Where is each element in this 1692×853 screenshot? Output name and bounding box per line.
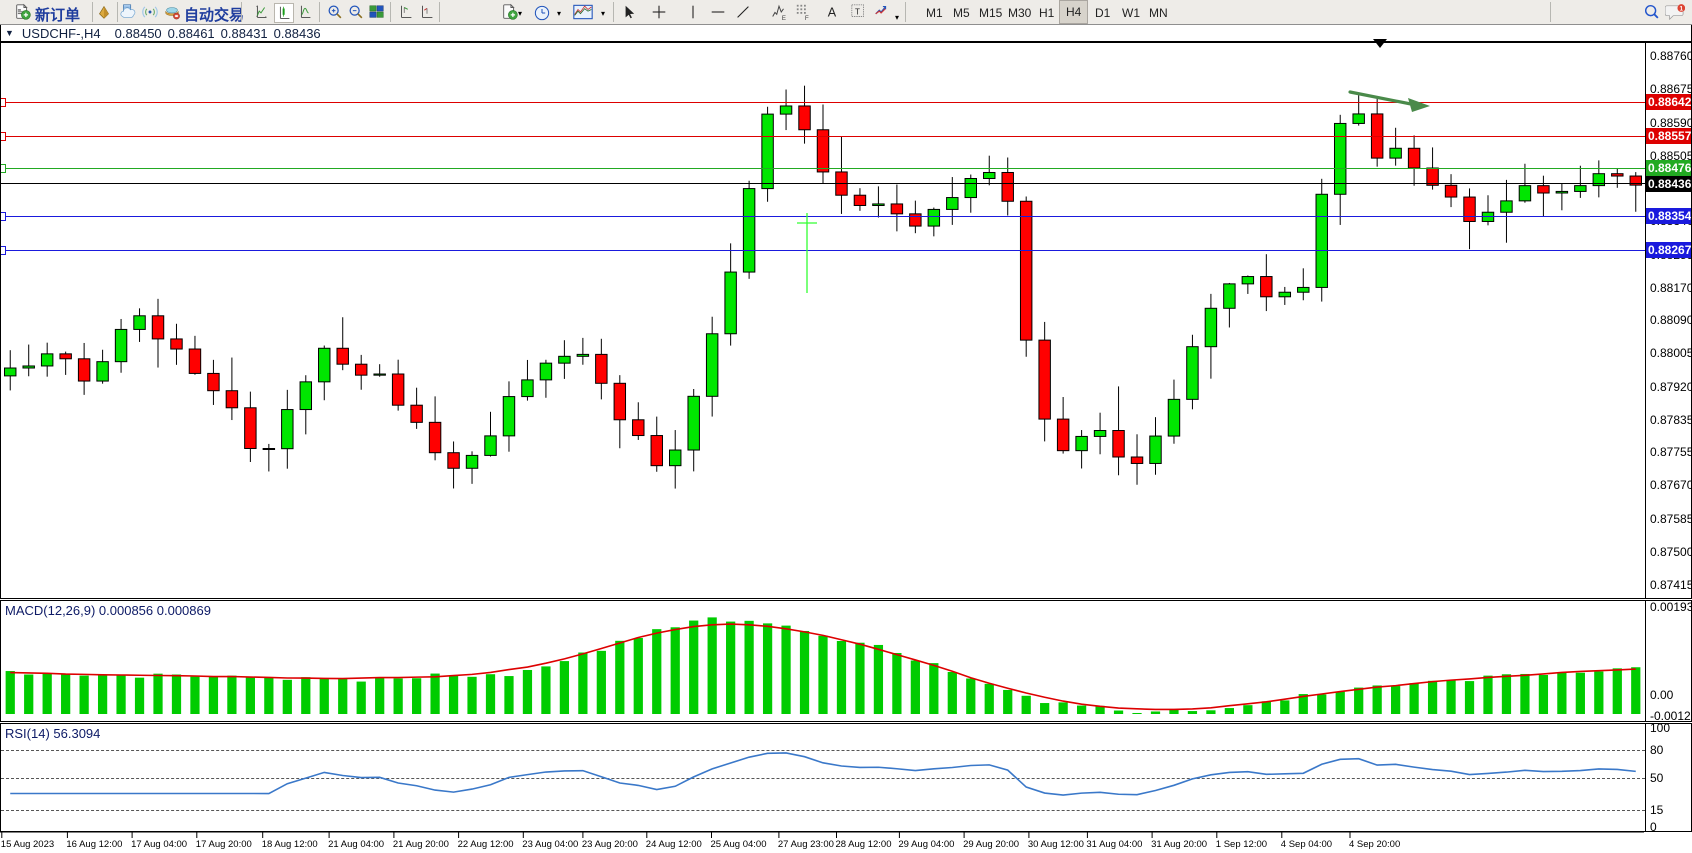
svg-text:1: 1 <box>1680 6 1684 13</box>
svg-text:T: T <box>855 8 860 17</box>
svg-text:F: F <box>805 15 809 21</box>
svg-text:A: A <box>828 6 837 20</box>
svg-text:E: E <box>782 15 786 21</box>
